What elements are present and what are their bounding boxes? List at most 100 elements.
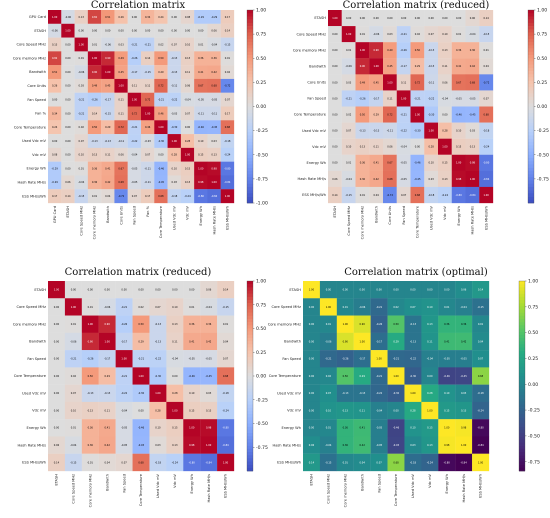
heatmap-cell: [220, 106, 235, 121]
cell-value-label: -0.17: [104, 358, 111, 361]
colorbar-segment: [519, 312, 525, 317]
cell-value-label: -0.22: [171, 99, 178, 102]
row-tick-label: Hash Rate MH/s: [18, 443, 47, 447]
cell-value-label: -0.05: [189, 358, 196, 361]
heatmap-cell: [183, 315, 201, 333]
heatmap-cell: [61, 120, 75, 135]
colorbar-segment: [528, 35, 534, 40]
colorbar-segment: [247, 309, 253, 313]
cell-value-label: 0.00: [52, 99, 58, 102]
colorbar-segment: [519, 414, 525, 418]
colorbar-segment: [247, 315, 253, 320]
cell-value-label: 0.26: [52, 85, 58, 88]
heatmap-cell: [438, 281, 456, 299]
heatmap-cell: [87, 134, 102, 149]
heatmap-cell: [410, 138, 425, 155]
heatmap-cell: [141, 10, 155, 24]
cell-value-label: 0.68: [470, 81, 476, 84]
colorbar-segment: [247, 96, 253, 101]
cell-value-label: -0.13: [155, 340, 162, 343]
cell-value-label: -0.04: [172, 358, 179, 361]
heatmap-cell: [336, 332, 354, 351]
heatmap-cell: [154, 147, 168, 162]
column-tick-label: Vdc mV: [443, 205, 447, 219]
cell-value-label: 1.00: [346, 33, 352, 36]
heatmap-cell: [383, 106, 397, 123]
cell-value-label: 1.00: [427, 409, 433, 412]
heatmap-cell: [383, 42, 397, 59]
cell-value-label: 0.17: [225, 112, 231, 115]
heatmap-cell: [341, 106, 356, 123]
colorbar-segment: [247, 455, 253, 459]
heatmap-cell: [61, 65, 75, 80]
heatmap-cell: [207, 78, 221, 93]
heatmap-cell: [127, 161, 142, 176]
cell-value-label: 0.49: [387, 49, 393, 52]
heatmap-cell: [472, 384, 490, 403]
cell-value-label: 0.10: [428, 162, 434, 165]
heatmap-cell: [465, 90, 480, 107]
heatmap-cell: [387, 315, 405, 333]
heatmap-cell: [183, 350, 201, 368]
heatmap-cell: [336, 350, 354, 368]
heatmap-cell: [438, 384, 456, 403]
colorbar-segment: [247, 467, 253, 472]
cell-value-label: -0.21: [131, 126, 138, 129]
heatmap-cell: [455, 453, 473, 472]
colorbar-segment: [528, 141, 534, 146]
heatmap-cell: [220, 78, 235, 93]
cell-value-label: -0.21: [401, 33, 408, 36]
cell-value-label: 0.50: [393, 323, 399, 326]
heatmap-cell: [167, 120, 182, 135]
cell-value-label: 0.06: [54, 444, 60, 447]
cell-value-label: 1.00: [118, 85, 124, 88]
cell-value-label: 0.13: [185, 181, 191, 184]
colorbar-segment: [247, 372, 253, 377]
cell-value-label: -0.03: [171, 112, 178, 115]
cell-value-label: -0.26: [121, 323, 128, 326]
heatmap-cell: [98, 401, 116, 420]
row-tick-label: Fan Speed: [27, 357, 46, 361]
heatmap-cell: [167, 189, 182, 204]
heatmap-cell: [341, 90, 356, 107]
row-tick-label: Bandwith: [309, 64, 326, 68]
heatmap-cell: [383, 170, 397, 188]
heatmap-cell: [115, 401, 133, 420]
cell-value-label: -0.30: [393, 392, 400, 395]
cell-value-label: -0.26: [401, 49, 408, 52]
colorbar-segment: [247, 42, 253, 46]
cell-value-label: 1.00: [225, 195, 231, 198]
cell-value-label: 0.01: [198, 43, 204, 46]
heatmap-cell: [303, 315, 321, 333]
cell-value-label: -0.26: [131, 57, 138, 60]
colorbar-segment: [247, 353, 253, 358]
heatmap-cell: [355, 10, 370, 27]
cell-value-label: 0.01: [346, 49, 352, 52]
cell-value-label: -0.21: [138, 358, 145, 361]
heatmap-cell: [180, 147, 195, 162]
heatmap-cell: [220, 37, 235, 52]
colorbar-segment: [247, 145, 253, 149]
heatmap-cell: [341, 42, 356, 59]
cell-value-label: -0.04: [78, 181, 85, 184]
cell-value-label: -0.13: [342, 392, 349, 395]
chart-title: Correlation matrix (reduced): [65, 267, 212, 278]
colorbar-segment: [528, 186, 534, 191]
cell-value-label: 0.01: [71, 427, 77, 430]
colorbar-segment: [519, 334, 525, 339]
colorbar-segment: [519, 464, 525, 469]
cell-value-label: 0.67: [118, 167, 124, 170]
cell-value-label: 0.29: [393, 340, 399, 343]
cell-value-label: 0.00: [54, 392, 60, 395]
heatmap-cell: [421, 453, 439, 472]
cell-value-label: -0.22: [410, 358, 417, 361]
row-tick-label: Vdc mV: [32, 153, 46, 157]
cell-value-label: -0.80: [456, 194, 463, 197]
heatmap-cell: [154, 120, 168, 135]
colorbar-segment: [247, 80, 253, 85]
cell-value-label: 0.01: [79, 57, 85, 60]
colorbar-segment: [528, 161, 534, 165]
cell-value-label: 0.10: [442, 33, 448, 36]
colorbar-segment: [247, 190, 253, 194]
cell-value-label: 0.28: [427, 392, 433, 395]
